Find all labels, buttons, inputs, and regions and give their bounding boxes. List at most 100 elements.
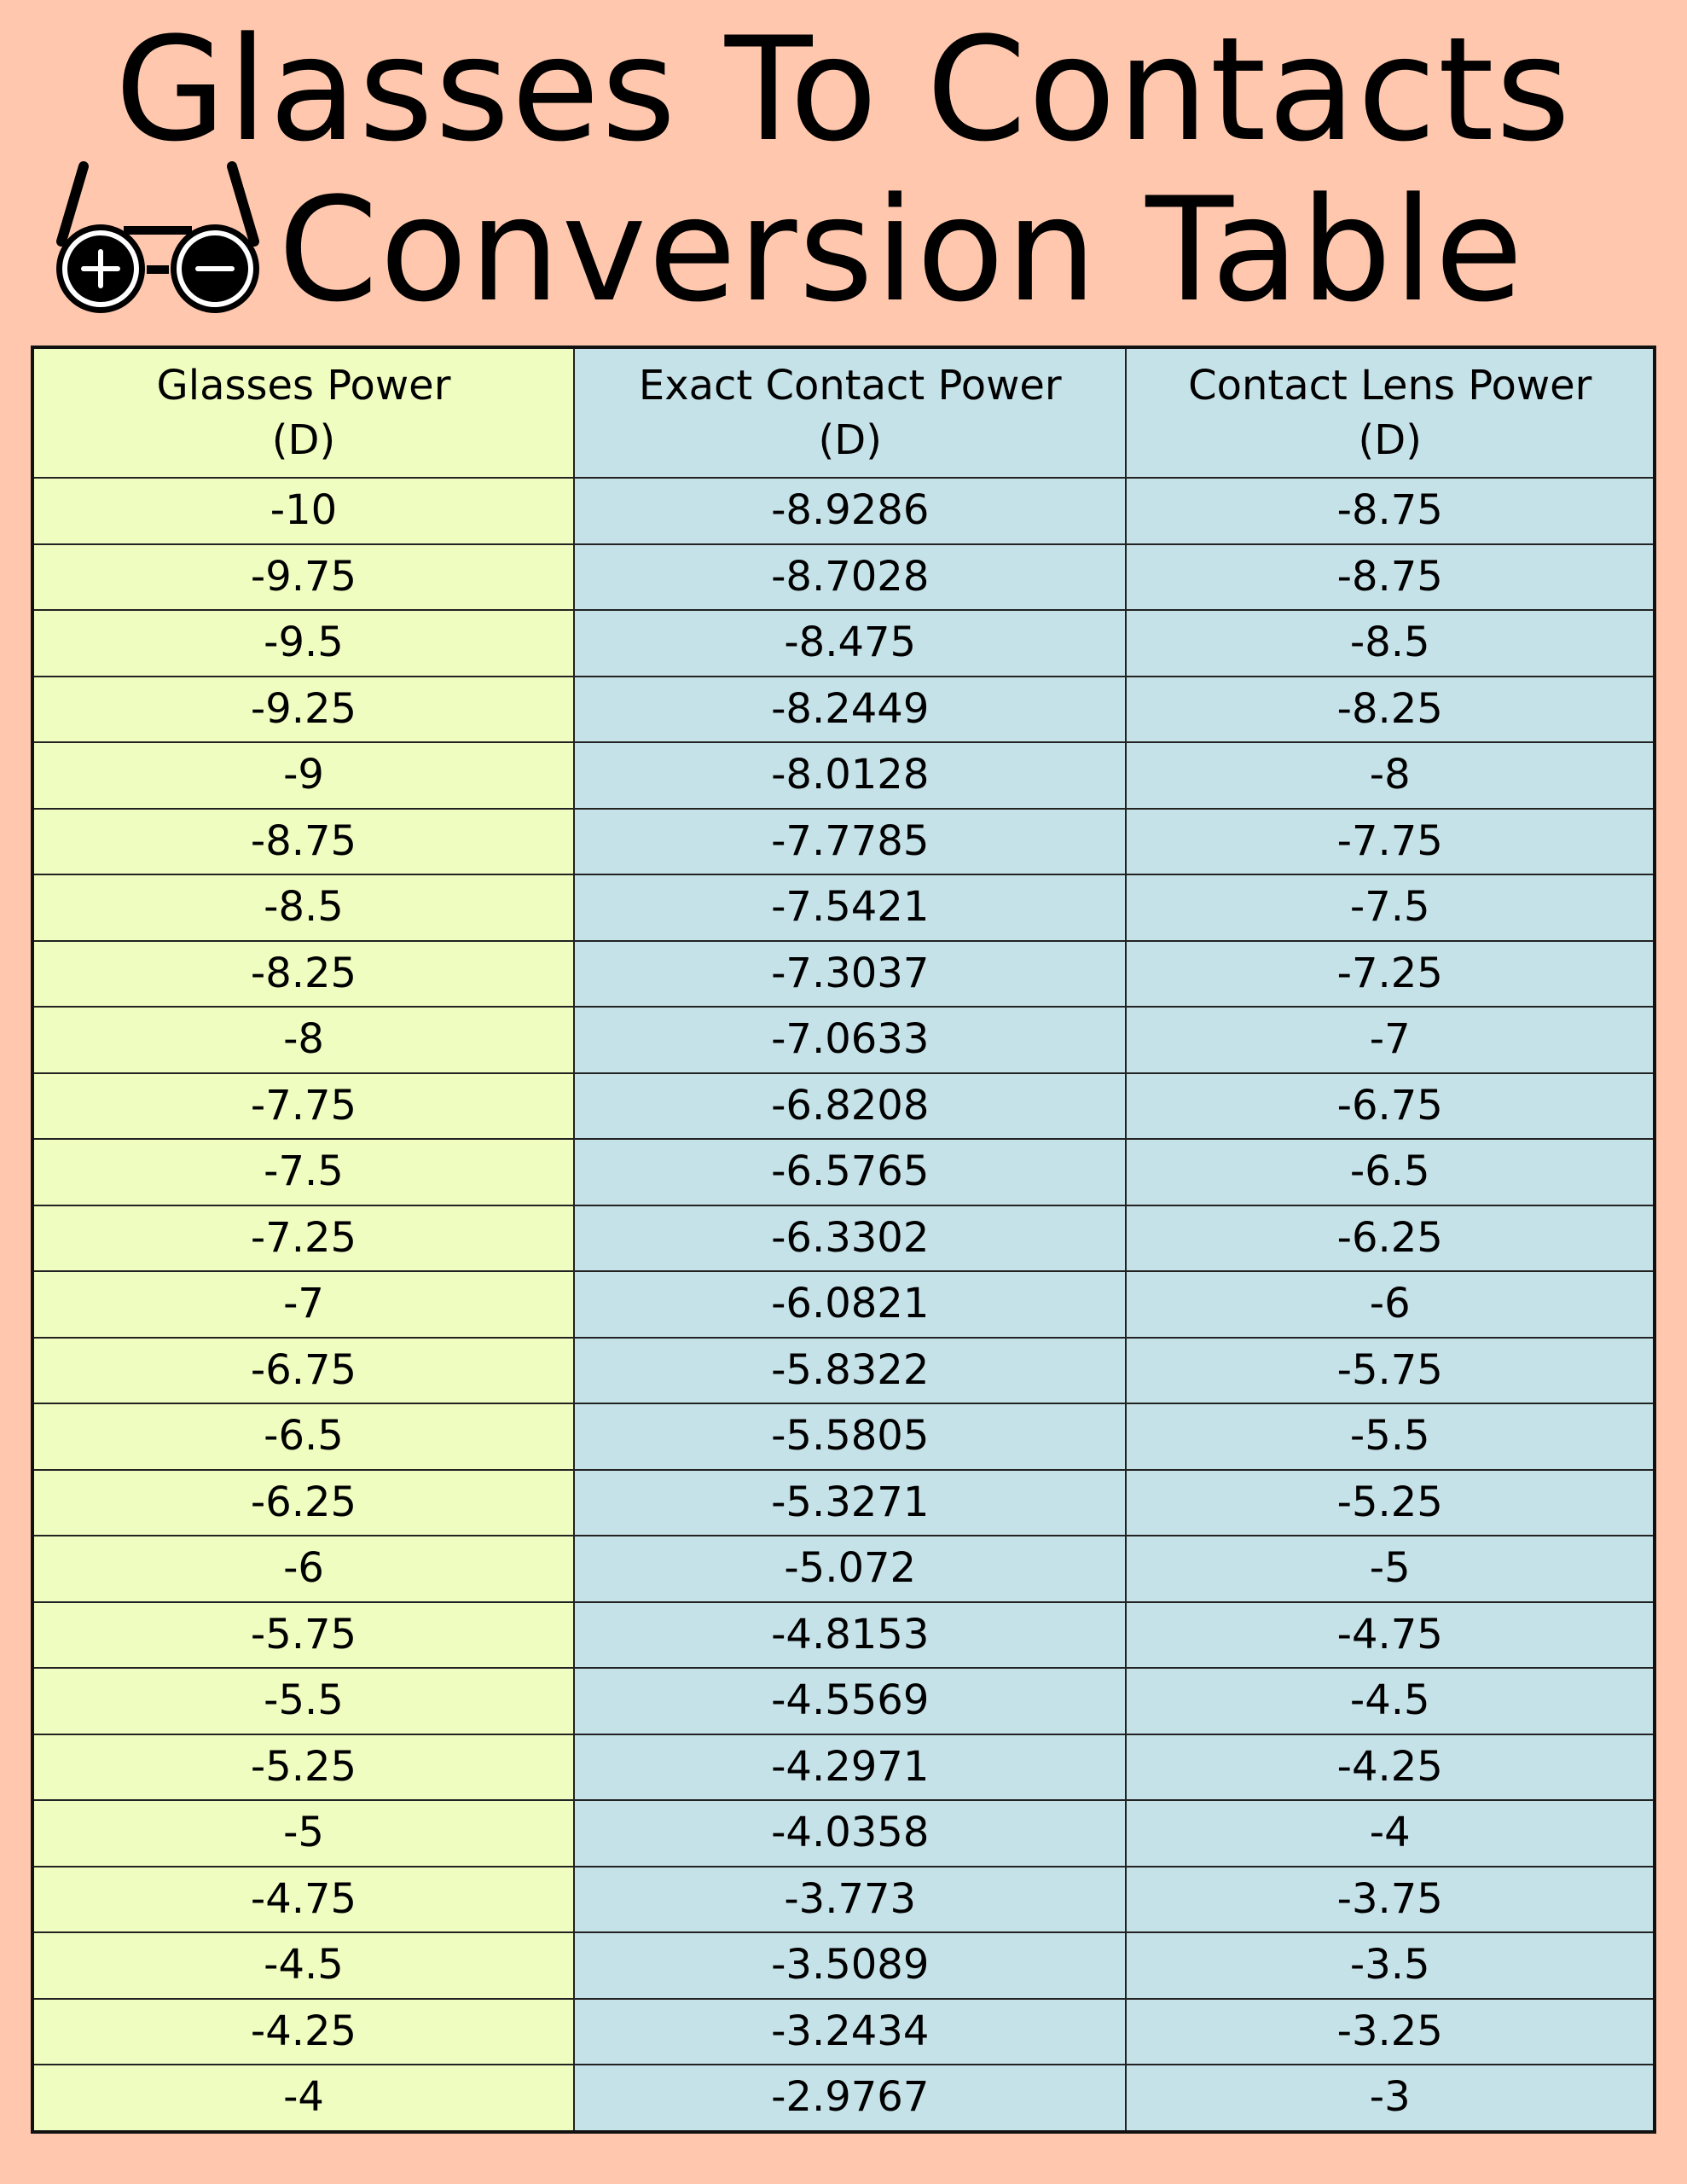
table-row: -4.5 -3.5089 -3.5 [32, 1931, 1655, 2000]
table-row: -9.5 -8.475 -8.5 [32, 609, 1655, 677]
glasses-power-cell: -9 [32, 741, 575, 810]
glasses-power-cell: -8 [32, 1006, 575, 1074]
contact-lens-power-cell: -5.25 [1125, 1468, 1655, 1536]
glasses-power-cell: -9.25 [32, 675, 575, 743]
contact-lens-power-cell: -5 [1125, 1535, 1655, 1603]
header-label: Exact Contact Power [638, 362, 1062, 410]
glasses-power-cell: -6.5 [32, 1403, 575, 1471]
contact-lens-power-cell: -4.25 [1125, 1733, 1655, 1801]
contact-lens-power-cell: -8.25 [1125, 675, 1655, 743]
contact-lens-power-cell: -3.75 [1125, 1865, 1655, 1933]
exact-contact-power-cell: -7.0633 [572, 1006, 1128, 1074]
exact-contact-power-cell: -6.8208 [572, 1072, 1128, 1140]
table-row: -7 -6.0821 -6 [32, 1270, 1655, 1339]
table-row: -7.25 -6.3302 -6.25 [32, 1204, 1655, 1272]
header-contact-lens-power: Contact Lens Power (D) [1125, 346, 1655, 479]
glasses-power-cell: -7 [32, 1270, 575, 1339]
table-row: -4.75 -3.773 -3.75 [32, 1865, 1655, 1933]
table-row: -5.25 -4.2971 -4.25 [32, 1733, 1655, 1801]
exact-contact-power-cell: -4.8153 [572, 1600, 1128, 1669]
glasses-power-cell: -9.75 [32, 543, 575, 611]
contact-lens-power-cell: -7 [1125, 1006, 1655, 1074]
exact-contact-power-cell: -8.7028 [572, 543, 1128, 611]
exact-contact-power-cell: -5.3271 [572, 1468, 1128, 1536]
table-row: -4 -2.9767 -3 [32, 2064, 1655, 2133]
header-label: Glasses Power [156, 362, 451, 410]
contact-lens-power-cell: -4.5 [1125, 1667, 1655, 1735]
exact-contact-power-cell: -7.3037 [572, 939, 1128, 1008]
glasses-power-cell: -4.75 [32, 1865, 575, 1933]
exact-contact-power-cell: -5.072 [572, 1535, 1128, 1603]
contact-lens-power-cell: -4.75 [1125, 1600, 1655, 1669]
glasses-power-cell: -8.5 [32, 874, 575, 942]
glasses-power-cell: -4 [32, 2064, 575, 2133]
header-label: Contact Lens Power [1188, 362, 1592, 410]
header-unit: (D) [1358, 416, 1422, 464]
header-glasses-power: Glasses Power (D) [32, 346, 575, 479]
exact-contact-power-cell: -8.2449 [572, 675, 1128, 743]
exact-contact-power-cell: -2.9767 [572, 2064, 1128, 2133]
glasses-power-cell: -6.25 [32, 1468, 575, 1536]
glasses-power-cell: -10 [32, 477, 575, 545]
glasses-power-cell: -6.75 [32, 1336, 575, 1404]
title-line-1: Glasses To Contacts [114, 6, 1573, 173]
table-row: -9.25 -8.2449 -8.25 [32, 675, 1655, 743]
exact-contact-power-cell: -4.0358 [572, 1799, 1128, 1867]
exact-contact-power-cell: -5.5805 [572, 1403, 1128, 1471]
contact-lens-power-cell: -6.75 [1125, 1072, 1655, 1140]
table-row: -8.75 -7.7785 -7.75 [32, 807, 1655, 875]
glasses-power-cell: -7.5 [32, 1138, 575, 1206]
contact-lens-power-cell: -5.5 [1125, 1403, 1655, 1471]
contact-lens-power-cell: -7.75 [1125, 807, 1655, 875]
exact-contact-power-cell: -8.9286 [572, 477, 1128, 545]
exact-contact-power-cell: -3.2434 [572, 1997, 1128, 2065]
contact-lens-power-cell: -3.25 [1125, 1997, 1655, 2065]
contact-lens-power-cell: -3.5 [1125, 1931, 1655, 2000]
glasses-power-cell: -8.25 [32, 939, 575, 1008]
table-row: -8.5 -7.5421 -7.5 [32, 874, 1655, 942]
exact-contact-power-cell: -3.5089 [572, 1931, 1128, 2000]
exact-contact-power-cell: -5.8322 [572, 1336, 1128, 1404]
contact-lens-power-cell: -8.75 [1125, 543, 1655, 611]
header-row: Glasses Power (D) Exact Contact Power (D) … [32, 346, 1655, 479]
contact-lens-power-cell: -5.75 [1125, 1336, 1655, 1404]
table-row: -9.75 -8.7028 -8.75 [32, 543, 1655, 611]
exact-contact-power-cell: -8.475 [572, 609, 1128, 677]
contact-lens-power-cell: -7.25 [1125, 939, 1655, 1008]
contact-lens-power-cell: -6 [1125, 1270, 1655, 1339]
table-row: -8.25 -7.3037 -7.25 [32, 939, 1655, 1008]
glasses-power-cell: -5 [32, 1799, 575, 1867]
glasses-plus-minus-icon [56, 161, 259, 313]
glasses-power-cell: -5.5 [32, 1667, 575, 1735]
table-row: -6.75 -5.8322 -5.75 [32, 1336, 1655, 1404]
exact-contact-power-cell: -4.2971 [572, 1733, 1128, 1801]
exact-contact-power-cell: -6.3302 [572, 1204, 1128, 1272]
glasses-power-cell: -4.5 [32, 1931, 575, 2000]
table-row: -4.25 -3.2434 -3.25 [32, 1997, 1655, 2065]
exact-contact-power-cell: -7.5421 [572, 874, 1128, 942]
header-exact-contact-power: Exact Contact Power (D) [572, 346, 1128, 479]
title-line-2: Conversion Table [278, 166, 1525, 334]
contact-lens-power-cell: -6.25 [1125, 1204, 1655, 1272]
table-row: -5.5 -4.5569 -4.5 [32, 1667, 1655, 1735]
exact-contact-power-cell: -6.0821 [572, 1270, 1128, 1339]
table-row: -7.5 -6.5765 -6.5 [32, 1138, 1655, 1206]
table-row: -8 -7.0633 -7 [32, 1006, 1655, 1074]
table-row: -10 -8.9286 -8.75 [32, 477, 1655, 545]
glasses-power-cell: -6 [32, 1535, 575, 1603]
table-row: -5.75 -4.8153 -4.75 [32, 1600, 1655, 1669]
exact-contact-power-cell: -6.5765 [572, 1138, 1128, 1206]
exact-contact-power-cell: -8.0128 [572, 741, 1128, 810]
contact-lens-power-cell: -7.5 [1125, 874, 1655, 942]
table-row: -6.25 -5.3271 -5.25 [32, 1468, 1655, 1536]
header-unit: (D) [271, 416, 336, 464]
contact-lens-power-cell: -8 [1125, 741, 1655, 810]
glasses-power-cell: -7.25 [32, 1204, 575, 1272]
table-row: -7.75 -6.8208 -6.75 [32, 1072, 1655, 1140]
conversion-table: Glasses Power (D) Exact Contact Power (D) … [31, 346, 1656, 2134]
table-row: -5 -4.0358 -4 [32, 1799, 1655, 1867]
glasses-power-cell: -5.25 [32, 1733, 575, 1801]
contact-lens-power-cell: -4 [1125, 1799, 1655, 1867]
exact-contact-power-cell: -7.7785 [572, 807, 1128, 875]
contact-lens-power-cell: -3 [1125, 2064, 1655, 2133]
